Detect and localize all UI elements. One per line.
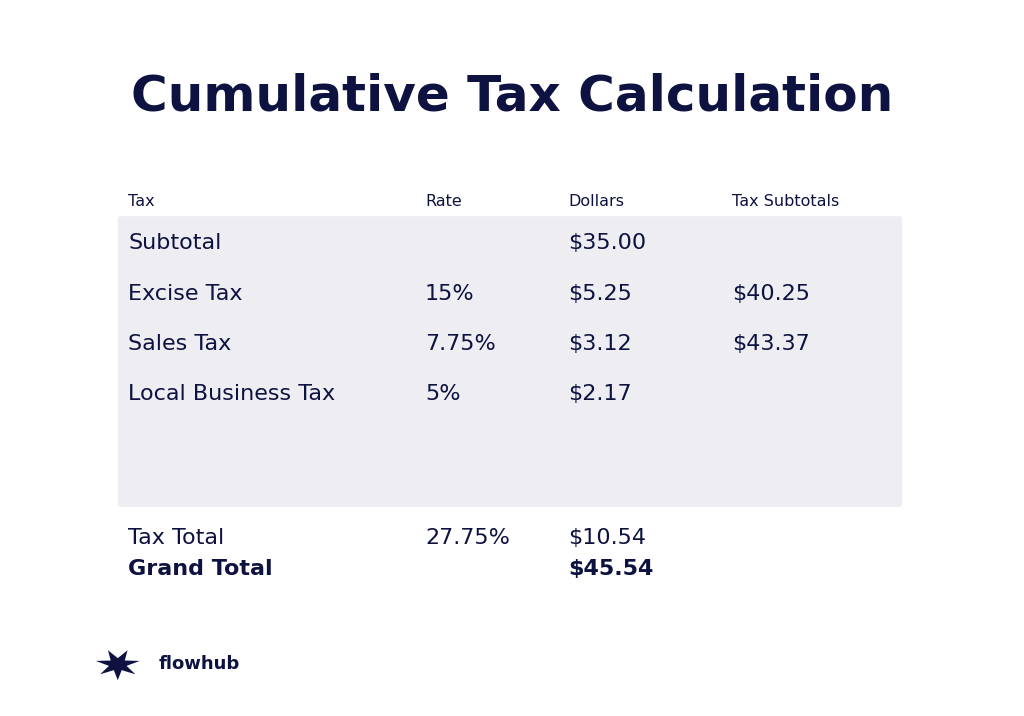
Text: Dollars: Dollars <box>568 195 625 209</box>
Text: 7.75%: 7.75% <box>425 334 496 354</box>
Text: Tax: Tax <box>128 195 155 209</box>
Text: $2.17: $2.17 <box>568 384 632 404</box>
Text: $40.25: $40.25 <box>732 284 810 304</box>
Text: Grand Total: Grand Total <box>128 559 272 579</box>
Text: $45.54: $45.54 <box>568 559 653 579</box>
Text: 27.75%: 27.75% <box>425 528 510 548</box>
Text: 5%: 5% <box>425 384 461 404</box>
Text: $3.12: $3.12 <box>568 334 632 354</box>
Text: $5.25: $5.25 <box>568 284 632 304</box>
Text: Tax Subtotals: Tax Subtotals <box>732 195 840 209</box>
Text: Rate: Rate <box>425 195 462 209</box>
PathPatch shape <box>96 650 139 680</box>
Text: flowhub: flowhub <box>159 655 240 674</box>
Text: $43.37: $43.37 <box>732 334 810 354</box>
Text: $35.00: $35.00 <box>568 233 646 253</box>
Text: Tax Total: Tax Total <box>128 528 224 548</box>
Text: 15%: 15% <box>425 284 474 304</box>
Text: $10.54: $10.54 <box>568 528 646 548</box>
Text: Cumulative Tax Calculation: Cumulative Tax Calculation <box>131 72 893 121</box>
Text: Sales Tax: Sales Tax <box>128 334 231 354</box>
Text: Subtotal: Subtotal <box>128 233 221 253</box>
Text: Excise Tax: Excise Tax <box>128 284 243 304</box>
Text: Local Business Tax: Local Business Tax <box>128 384 335 404</box>
FancyBboxPatch shape <box>118 216 902 507</box>
